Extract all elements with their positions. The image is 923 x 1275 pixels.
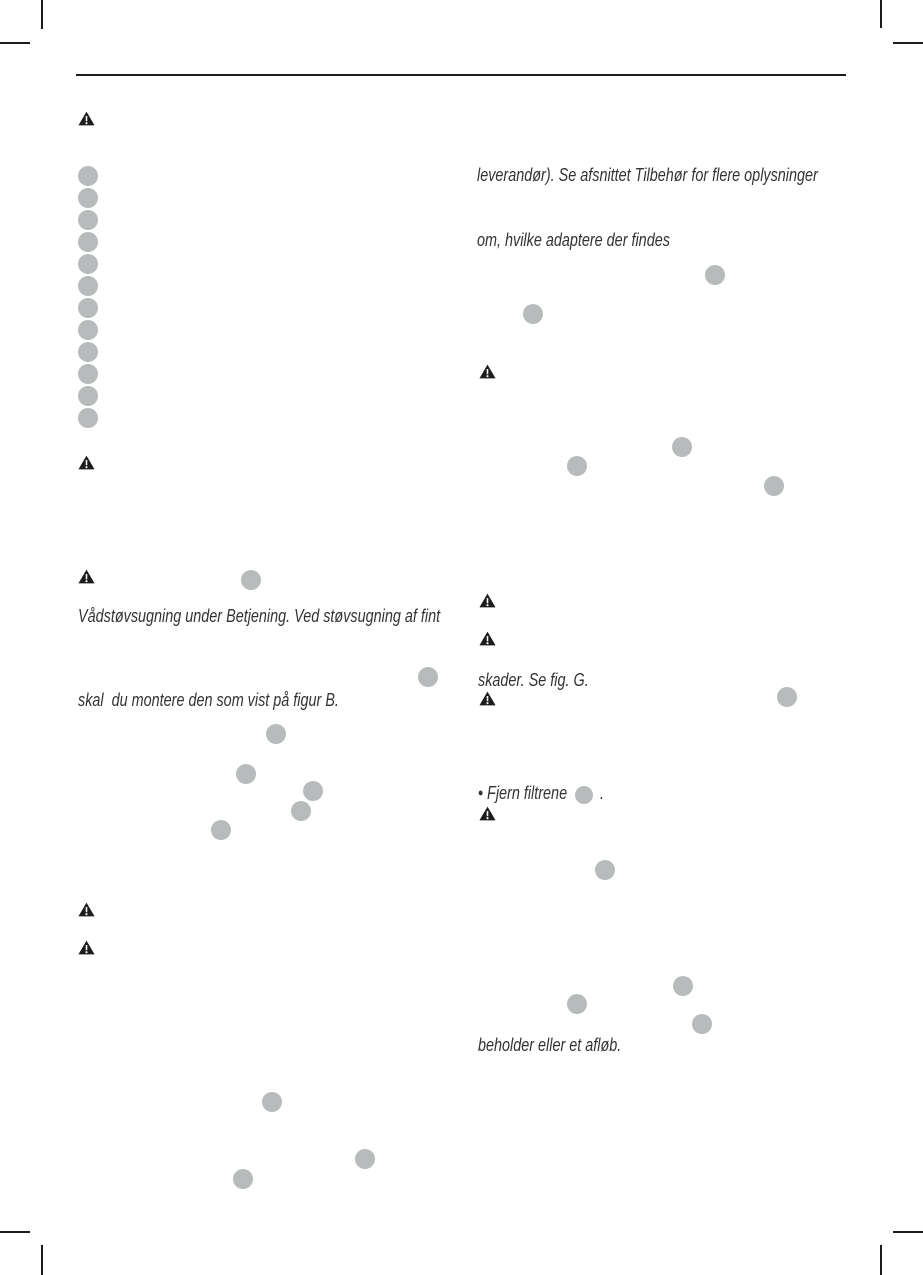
figure-callout-circle bbox=[78, 254, 98, 274]
figure-callout-circle bbox=[291, 801, 311, 821]
warning-icon bbox=[78, 455, 95, 470]
warning-icon bbox=[78, 902, 95, 917]
crop-mark-bottom-left-horizontal bbox=[0, 1231, 30, 1233]
figure-callout-circle bbox=[567, 994, 587, 1014]
warning-icon bbox=[78, 111, 95, 126]
figure-callout-circle bbox=[672, 437, 692, 457]
figure-callout-circle bbox=[262, 1092, 282, 1112]
figure-callout-circle bbox=[303, 781, 323, 801]
warning-icon bbox=[479, 691, 496, 706]
crop-mark-top-right-horizontal bbox=[893, 42, 923, 44]
figure-callout-circle bbox=[78, 408, 98, 428]
warning-icon bbox=[78, 569, 95, 584]
figure-callout-circle bbox=[355, 1149, 375, 1169]
figure-callout-circle bbox=[673, 976, 693, 996]
figure-callout-circle bbox=[78, 210, 98, 230]
figure-callout-circle bbox=[233, 1169, 253, 1189]
warning-icon bbox=[479, 631, 496, 646]
figure-callout-circle bbox=[78, 166, 98, 186]
figure-callout-circle bbox=[78, 320, 98, 340]
figure-callout-circle bbox=[241, 570, 261, 590]
crop-mark-bottom-right-vertical bbox=[880, 1245, 882, 1275]
warning-icon bbox=[479, 364, 496, 379]
figure-callout-circle bbox=[595, 860, 615, 880]
figure-callout-circle bbox=[78, 188, 98, 208]
right-figure-reference: skader. Se fig. G. bbox=[478, 670, 589, 690]
figure-callout-circle bbox=[78, 232, 98, 252]
figure-callout-circle bbox=[575, 786, 593, 804]
crop-mark-bottom-right-horizontal bbox=[893, 1231, 923, 1233]
crop-mark-bottom-left-vertical bbox=[41, 1245, 43, 1275]
figure-callout-circle bbox=[78, 364, 98, 384]
header-rule bbox=[76, 74, 846, 76]
figure-callout-circle bbox=[777, 687, 797, 707]
figure-callout-circle bbox=[567, 456, 587, 476]
figure-callout-circle bbox=[78, 298, 98, 318]
figure-callout-circle bbox=[266, 724, 286, 744]
right-paragraph-fragment-3: beholder eller et afløb. bbox=[478, 1035, 622, 1055]
figure-callout-circle bbox=[236, 764, 256, 784]
figure-callout-circle bbox=[692, 1014, 712, 1034]
figure-callout-circle bbox=[764, 476, 784, 496]
right-paragraph-fragment-1: leverandør). Se afsnittet Tilbehør for f… bbox=[477, 122, 818, 294]
warning-icon bbox=[78, 940, 95, 955]
crop-mark-top-left-horizontal bbox=[0, 42, 30, 44]
figure-callout-circle bbox=[523, 304, 543, 324]
figure-callout-circle bbox=[418, 667, 438, 687]
left-paragraph-fragment-2: skal du montere den som vist på figur B. bbox=[78, 690, 339, 710]
left-paragraph-fragment-1: Vådstøvsugning under Betjening. Ved støv… bbox=[78, 606, 441, 626]
bullet-text: • Fjern filtrene bbox=[478, 783, 568, 803]
right-paragraph-line-1: leverandør). Se afsnittet Tilbehør for f… bbox=[477, 165, 818, 185]
warning-icon bbox=[479, 806, 496, 821]
figure-callout-circle bbox=[705, 265, 725, 285]
crop-mark-top-right-vertical bbox=[880, 0, 882, 28]
figure-callout-circle bbox=[211, 820, 231, 840]
right-paragraph-line-2: om, hvilke adaptere der findes bbox=[477, 229, 670, 250]
warning-icon bbox=[479, 593, 496, 608]
figure-callout-circle bbox=[78, 342, 98, 362]
crop-mark-top-left-vertical bbox=[41, 0, 43, 29]
bullet-period: . bbox=[600, 783, 605, 803]
figure-callout-circle bbox=[78, 276, 98, 296]
figure-callout-circle bbox=[78, 386, 98, 406]
